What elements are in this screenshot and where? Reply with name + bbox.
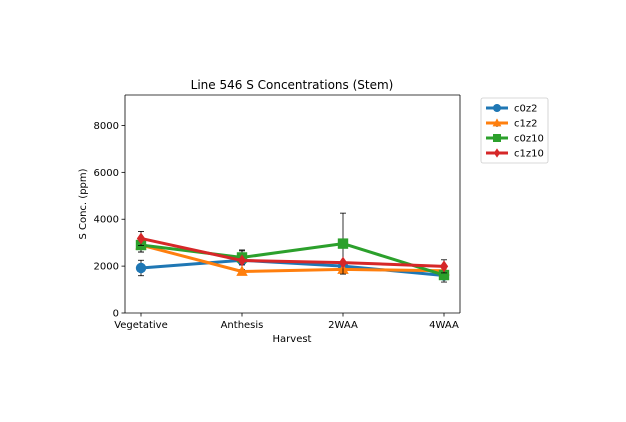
legend-label: c0z10 <box>514 134 544 145</box>
legend-marker <box>493 104 501 112</box>
x-tick-label: 2WAA <box>328 320 358 331</box>
y-tick-label: 8000 <box>94 121 119 132</box>
legend-label: c1z2 <box>514 119 537 130</box>
y-axis-ticks: 0 2000 4000 6000 8000 <box>94 121 125 320</box>
x-axis-ticks: Vegetative Anthesis 2WAA 4WAA <box>114 313 459 331</box>
legend-marker <box>492 118 502 127</box>
x-tick-label: Anthesis <box>221 320 264 331</box>
series-c1z2 <box>135 237 450 276</box>
x-tick-label: Vegetative <box>114 320 168 331</box>
data-point <box>236 265 248 276</box>
legend-entry: c1z2 <box>486 118 537 130</box>
legend-box <box>480 97 549 164</box>
y-tick-label: 6000 <box>94 168 119 179</box>
legend: c0z2 c1z2 c0z10 c1z10 <box>480 97 549 164</box>
legend-label: c0z2 <box>514 104 537 115</box>
data-point <box>439 260 449 273</box>
axes-frame <box>124 94 461 314</box>
series-line <box>139 236 446 268</box>
x-axis-label: Harvest <box>273 334 312 345</box>
plot-area: 0 2000 4000 6000 8000 Vegetative Anthesis 2WAA 4… <box>94 94 461 331</box>
data-point <box>338 256 348 269</box>
series-line <box>139 242 446 277</box>
data-point <box>237 254 247 267</box>
legend-marker <box>493 134 501 142</box>
legend-entry: c1z10 <box>486 148 544 160</box>
y-tick-label: 4000 <box>94 215 119 226</box>
data-point <box>135 262 147 274</box>
data-point <box>337 238 349 249</box>
series-c1z10 <box>136 231 449 274</box>
legend-entry: c0z10 <box>486 134 544 145</box>
legend-entry: c0z2 <box>486 104 537 115</box>
legend-label: c1z10 <box>514 149 544 160</box>
data-point <box>136 232 146 245</box>
chart-title: Line 546 S Concentrations (Stem) <box>191 78 394 92</box>
legend-marker <box>493 148 501 158</box>
data-point <box>438 269 450 281</box>
x-tick-label: 4WAA <box>429 320 459 331</box>
y-tick-label: 0 <box>113 309 119 320</box>
series-line <box>139 243 446 274</box>
y-axis-label: S Conc. (ppm) <box>78 168 89 239</box>
y-tick-label: 2000 <box>94 262 119 273</box>
